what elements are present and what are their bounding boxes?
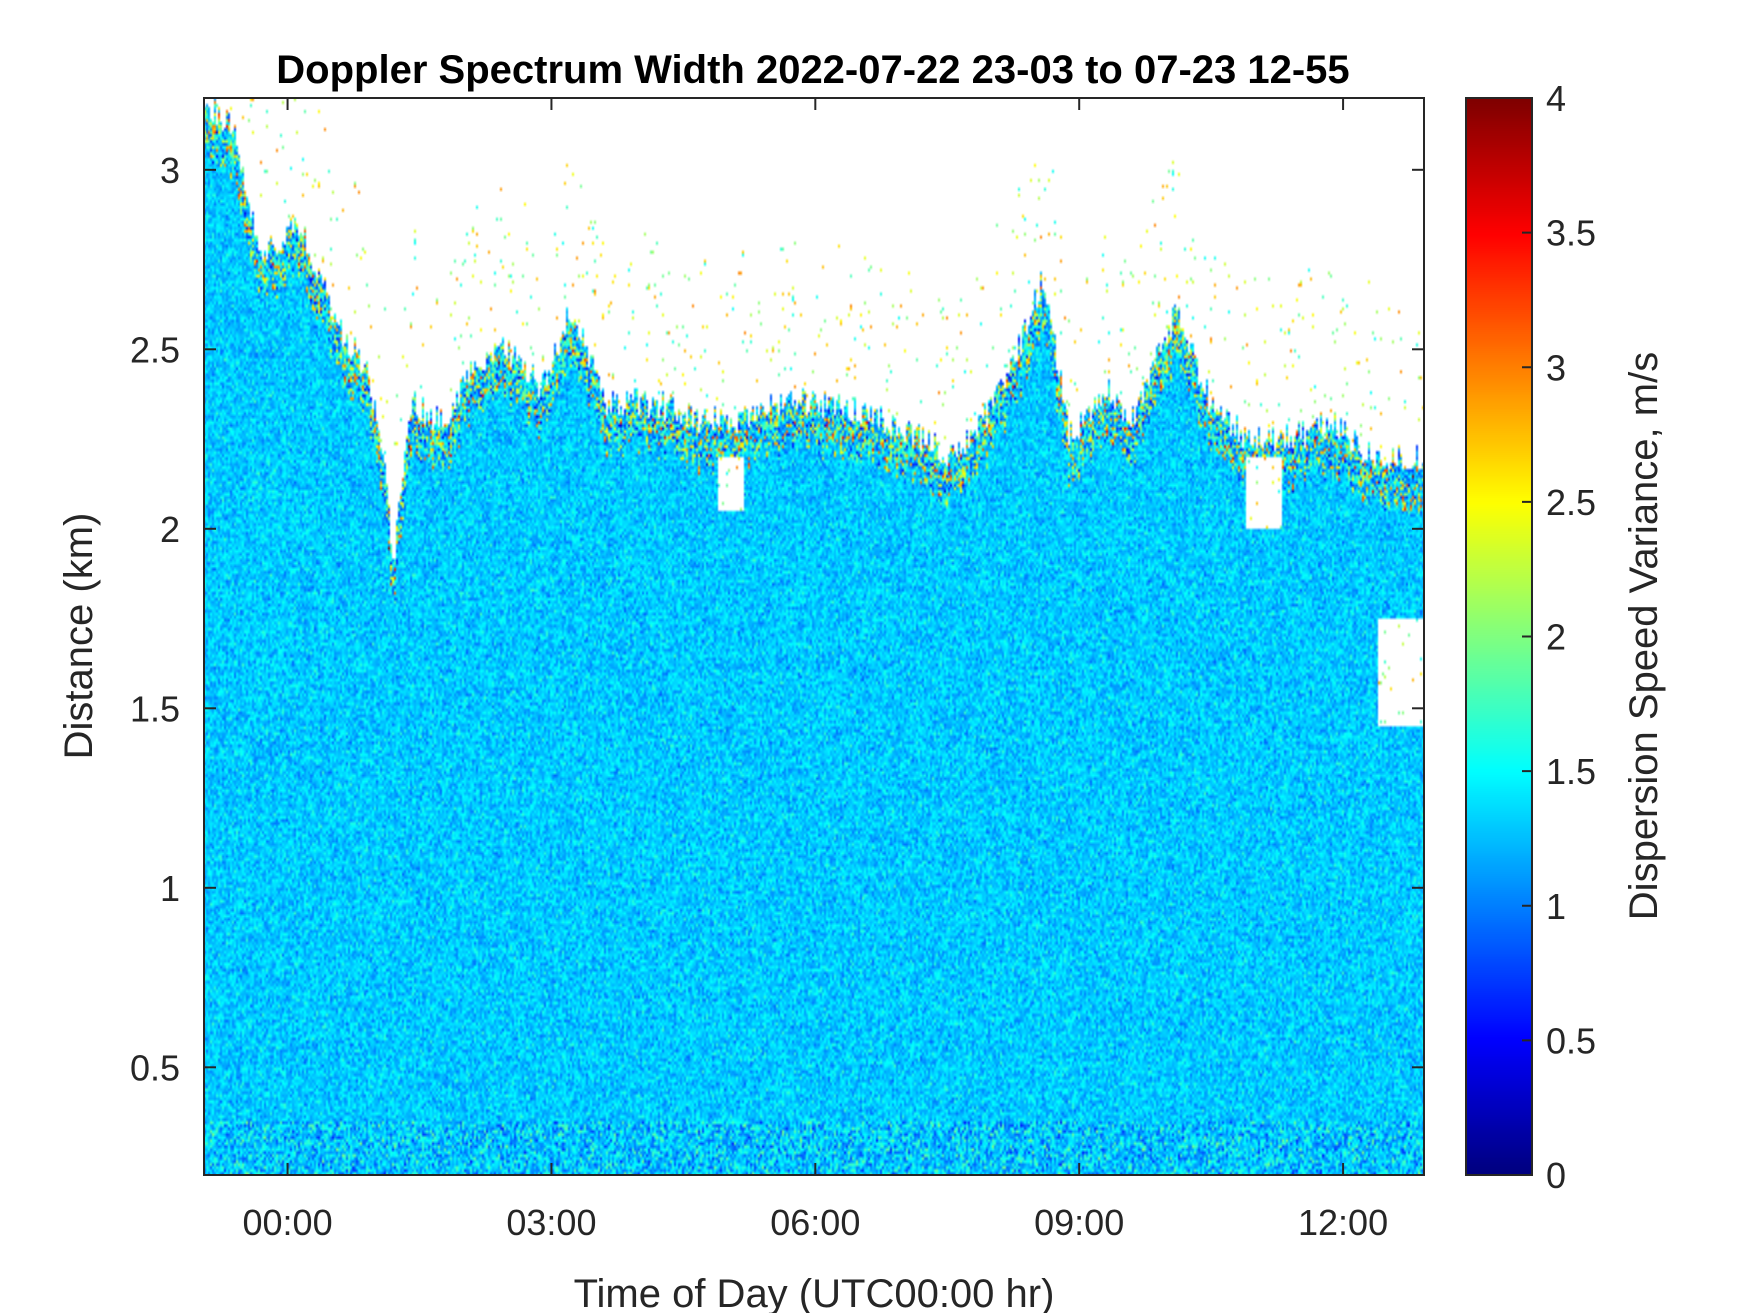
plot-area: 00:00 03:00 06:00 09:00 12:00 0.5 1 1.5 2 2.5 3 <box>130 97 1425 1243</box>
colorbar-tick-label: 0.5 <box>1546 1020 1596 1061</box>
y-axis-ticks: 0.5 1 1.5 2 2.5 3 <box>130 150 1424 1088</box>
y-axis-label: Distance (km) <box>57 513 101 760</box>
colorbar-tick-label: 4 <box>1546 78 1566 119</box>
y-tick-label: 1 <box>160 868 180 909</box>
y-tick-label: 3 <box>160 150 180 191</box>
colorbar: 0 0.5 1 1.5 2 2.5 3 3.5 4 <box>1465 78 1596 1196</box>
colorbar-tick-label: 1 <box>1546 886 1566 927</box>
colorbar-tick-label: 2 <box>1546 617 1566 658</box>
y-tick-label: 1.5 <box>130 688 180 729</box>
colorbar-tick-label: 0 <box>1546 1155 1566 1196</box>
x-tick-label: 12:00 <box>1298 1202 1388 1243</box>
colorbar-gradient <box>1466 98 1532 1175</box>
x-tick-label: 03:00 <box>506 1202 596 1243</box>
y-tick-label: 2.5 <box>130 329 180 370</box>
x-tick-label: 00:00 <box>243 1202 333 1243</box>
x-axis-label: Time of Day (UTC00:00 hr) <box>574 1272 1055 1313</box>
x-tick-label: 09:00 <box>1034 1202 1124 1243</box>
colorbar-tick-label: 1.5 <box>1546 751 1596 792</box>
x-axis-ticks: 00:00 03:00 06:00 09:00 12:00 <box>243 98 1388 1243</box>
colorbar-tick-label: 3.5 <box>1546 213 1596 254</box>
colorbar-tick-label: 3 <box>1546 347 1566 388</box>
chart-title: Doppler Spectrum Width 2022-07-22 23-03 … <box>276 48 1349 92</box>
colorbar-label: Dispersion Speed Variance, m/s <box>1622 352 1666 920</box>
x-tick-label: 06:00 <box>770 1202 860 1243</box>
colorbar-ticks: 0 0.5 1 1.5 2 2.5 3 3.5 4 <box>1522 78 1596 1196</box>
heatmap-image <box>204 98 1424 1175</box>
plot-frame <box>203 97 1425 1176</box>
y-tick-label: 2 <box>160 509 180 550</box>
colorbar-tick-label: 2.5 <box>1546 482 1596 523</box>
y-tick-label: 0.5 <box>130 1047 180 1088</box>
